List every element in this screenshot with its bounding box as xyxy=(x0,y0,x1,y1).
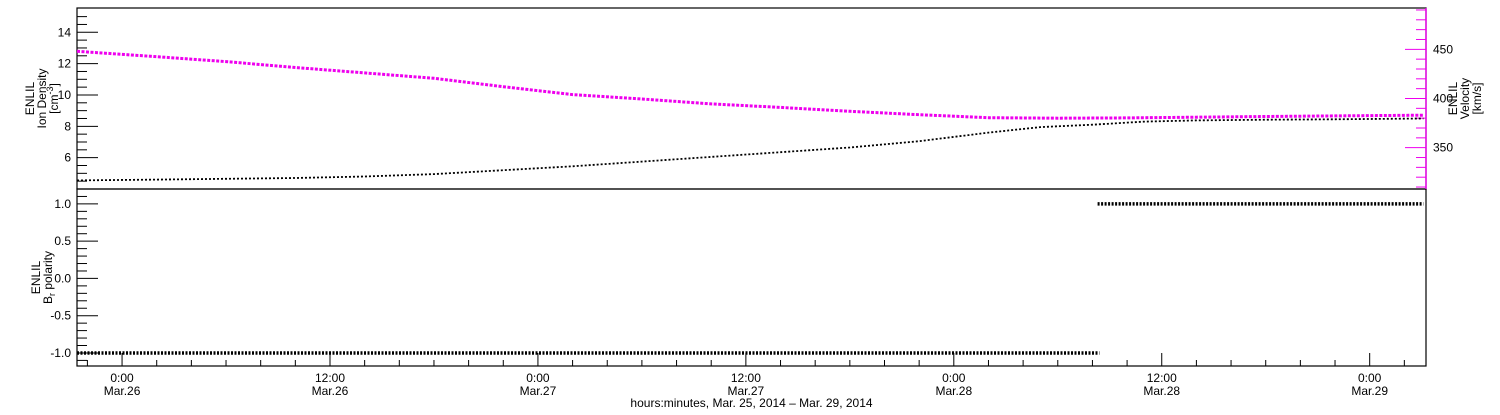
polarity-axis-title: Br polarity xyxy=(41,251,57,304)
density-axis-title: [cm-3] xyxy=(45,83,61,114)
y-tick-label: 400 xyxy=(1433,92,1453,106)
velocity-axis-title: [km/s] xyxy=(1470,83,1484,115)
velocity-axis-title: ENLIL xyxy=(1446,82,1460,116)
x-tick-date-label: Mar.26 xyxy=(104,384,141,398)
y-tick-label: 1.0 xyxy=(54,197,71,211)
x-tick-time-label: 0:00 xyxy=(1358,371,1382,385)
x-tick-time-label: 12:00 xyxy=(315,371,345,385)
y-tick-label: 350 xyxy=(1433,141,1453,155)
density-axis-title: ENLIL xyxy=(23,82,37,116)
y-tick-label: 12 xyxy=(58,57,72,71)
y-tick-label: 450 xyxy=(1433,42,1453,56)
panel-bottom-frame xyxy=(76,188,1427,367)
x-tick-date-label: Mar.26 xyxy=(312,384,349,398)
y-tick-label: 0.5 xyxy=(54,234,71,248)
x-tick-date-label: Mar.27 xyxy=(520,384,557,398)
y-tick-label: 14 xyxy=(58,25,72,39)
x-tick-time-label: 0:00 xyxy=(942,371,966,385)
y-tick-label: 0.0 xyxy=(54,271,71,285)
x-tick-time-label: 12:00 xyxy=(1147,371,1177,385)
density-axis-title: Ion Density xyxy=(35,68,49,128)
x-tick-date-label: Mar.27 xyxy=(728,384,765,398)
x-tick-time-label: 0:00 xyxy=(110,371,134,385)
series-ion-density xyxy=(76,117,1424,182)
y-tick-label: 10 xyxy=(58,88,72,102)
velocity-axis-title: Velocity xyxy=(1458,78,1472,119)
x-tick-date-label: Mar.28 xyxy=(1143,384,1180,398)
series-velocity xyxy=(76,49,1424,120)
polarity-axis-title: ENLIL xyxy=(29,261,43,295)
panel-top-frame xyxy=(76,7,1427,190)
y-tick-label: 8 xyxy=(64,119,71,133)
xaxis-title: hours:minutes, Mar. 25, 2014 – Mar. 29, … xyxy=(630,396,872,410)
x-tick-time-label: 0:00 xyxy=(526,371,550,385)
x-tick-date-label: Mar.28 xyxy=(935,384,972,398)
x-tick-date-label: Mar.29 xyxy=(1351,384,1388,398)
x-tick-time-label: 12:00 xyxy=(731,371,761,385)
y-tick-label: 6 xyxy=(64,151,71,165)
y-tick-label: -1.0 xyxy=(50,346,71,360)
y-tick-label: -0.5 xyxy=(50,309,71,323)
